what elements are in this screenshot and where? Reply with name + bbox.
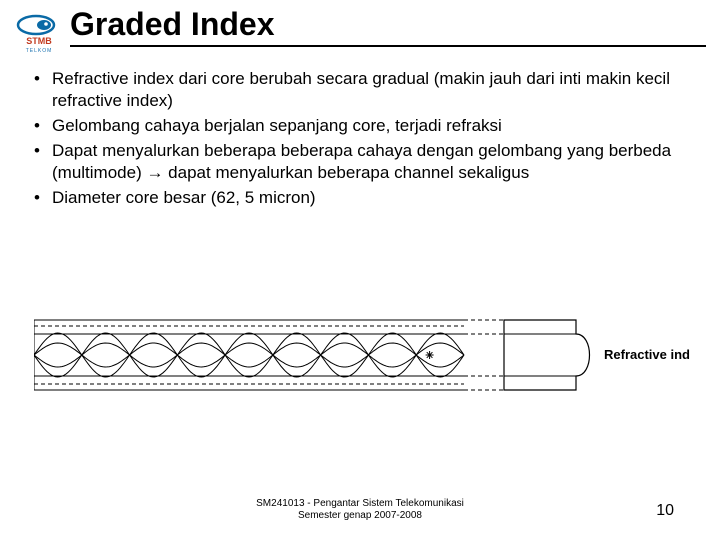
logo-text-bottom: TELKOM [26, 48, 53, 54]
bullet-item: Diameter core besar (62, 5 micron) [34, 187, 694, 209]
page-number: 10 [656, 502, 674, 520]
bullet-item: Gelombang cahaya berjalan sepanjang core… [34, 115, 694, 137]
logo-text-top: STMB [26, 36, 52, 46]
footer-line1: SM241013 - Pengantar Sistem Telekomunika… [0, 498, 720, 510]
brand-logo: STMB TELKOM [14, 12, 64, 54]
bullet-item: Refractive index dari core berubah secar… [34, 68, 694, 112]
bullet-item: Dapat menyalurkan beberapa beberapa caha… [34, 140, 694, 184]
page-title: Graded Index [70, 6, 706, 47]
footer-line2: Semester genap 2007-2008 [0, 510, 720, 522]
footer: SM241013 - Pengantar Sistem Telekomunika… [0, 498, 720, 522]
fiber-diagram: Refractive index [34, 300, 690, 410]
bullet-list: Refractive index dari core berubah secar… [34, 68, 694, 213]
refractive-index-label: Refractive index [604, 347, 690, 362]
